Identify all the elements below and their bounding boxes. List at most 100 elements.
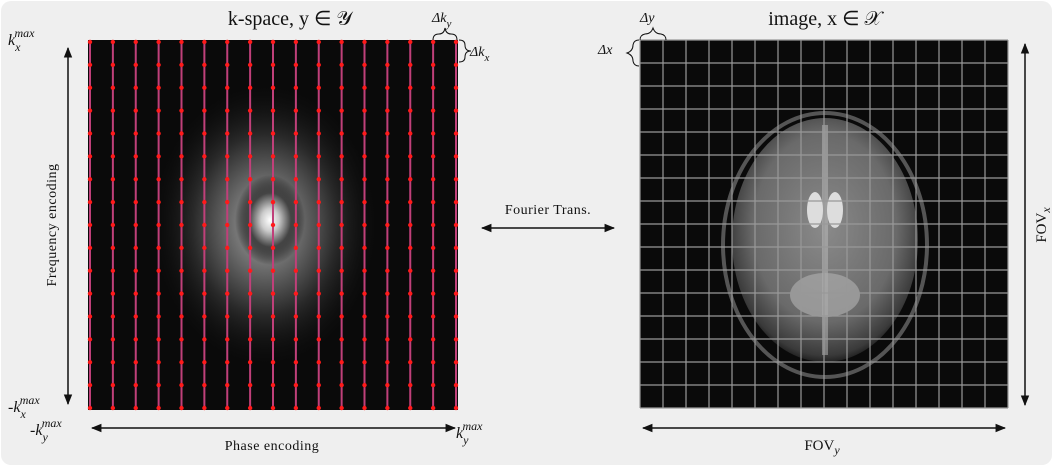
sample-point	[133, 39, 138, 45]
sample-point	[408, 405, 413, 411]
sample-point	[362, 131, 367, 136]
sample-point	[179, 62, 184, 68]
sample-point	[293, 245, 299, 251]
sample-point	[179, 199, 184, 205]
sample-point	[453, 245, 459, 251]
sample-point	[430, 382, 436, 388]
sample-point	[453, 85, 459, 90]
label-sub: x	[19, 407, 26, 421]
sample-point	[453, 108, 459, 113]
sample-point	[110, 222, 116, 228]
sample-point	[453, 314, 459, 319]
sample-point	[408, 382, 413, 388]
sample-point	[316, 337, 321, 342]
sample-point	[385, 405, 390, 411]
sample-point	[202, 337, 207, 342]
sample-point	[133, 337, 138, 342]
sample-point	[225, 39, 230, 45]
sample-point	[179, 131, 184, 136]
brace	[432, 27, 458, 41]
sample-point	[202, 360, 207, 365]
sample-point	[430, 199, 436, 205]
sample-point	[270, 405, 276, 411]
sample-point	[408, 199, 413, 205]
sample-point	[293, 405, 299, 411]
sample-point	[362, 405, 367, 411]
sample-point	[316, 177, 321, 182]
sample-point	[270, 62, 276, 68]
label-sub: x	[14, 40, 21, 54]
sample-point	[316, 154, 321, 159]
sample-point	[270, 314, 276, 319]
sample-point	[247, 62, 253, 68]
sample-point	[133, 314, 138, 319]
sample-point	[247, 337, 253, 342]
sample-point	[87, 62, 93, 68]
sample-point	[110, 382, 116, 388]
sample-point	[293, 62, 299, 68]
sample-point	[225, 291, 230, 296]
sample-point	[156, 245, 161, 251]
sample-point	[110, 405, 116, 411]
sample-point	[408, 108, 413, 113]
sample-point	[362, 108, 367, 113]
sample-point	[133, 85, 138, 90]
sample-point	[316, 360, 321, 365]
sample-point	[247, 177, 253, 182]
label-sup: max	[20, 393, 41, 407]
sample-point	[179, 108, 184, 113]
sample-point	[270, 39, 276, 45]
sample-point	[87, 222, 93, 228]
sample-point	[362, 268, 367, 273]
sample-point	[362, 291, 367, 296]
sample-point	[202, 405, 207, 411]
sample-point	[247, 405, 253, 411]
sample-point	[430, 360, 436, 365]
sample-point	[339, 39, 344, 45]
brace	[625, 39, 640, 67]
sample-point	[270, 382, 276, 388]
sample-point	[202, 177, 207, 182]
sample-point	[339, 382, 344, 388]
sample-point	[339, 268, 344, 273]
sample-point	[156, 337, 161, 342]
sample-point	[225, 177, 230, 182]
sample-point	[293, 222, 299, 228]
sample-point	[110, 337, 116, 342]
phase-label: Phase encoding	[225, 439, 319, 454]
sample-point	[110, 39, 116, 45]
sample-point	[339, 108, 344, 113]
sample-point	[385, 314, 390, 319]
delta-ky-label: Δky	[431, 11, 451, 30]
sample-point	[453, 360, 459, 365]
sample-point	[202, 222, 207, 228]
sample-point	[293, 382, 299, 388]
sample-point	[247, 291, 253, 296]
label-sup: max	[42, 416, 63, 430]
sample-point	[247, 245, 253, 251]
sample-point	[110, 62, 116, 68]
sample-point	[339, 291, 344, 296]
sample-point	[339, 131, 344, 136]
sample-point	[430, 131, 436, 136]
sample-point	[270, 245, 276, 251]
sample-point	[110, 291, 116, 296]
label-base: Δk	[469, 45, 485, 60]
sample-point	[453, 131, 459, 136]
sample-point	[270, 108, 276, 113]
sample-point	[270, 360, 276, 365]
sample-point	[430, 177, 436, 182]
label-sup: max	[14, 26, 35, 40]
label-sub: x	[483, 52, 489, 64]
ventricle	[807, 192, 823, 228]
sample-point	[453, 177, 459, 182]
sample-point	[316, 199, 321, 205]
sample-point	[362, 154, 367, 159]
sample-point	[316, 291, 321, 296]
sample-point	[156, 39, 161, 45]
sample-point	[179, 245, 184, 251]
sample-point	[293, 268, 299, 273]
sampling-lines	[87, 39, 459, 411]
sample-point	[339, 360, 344, 365]
label-base: k	[456, 425, 464, 442]
